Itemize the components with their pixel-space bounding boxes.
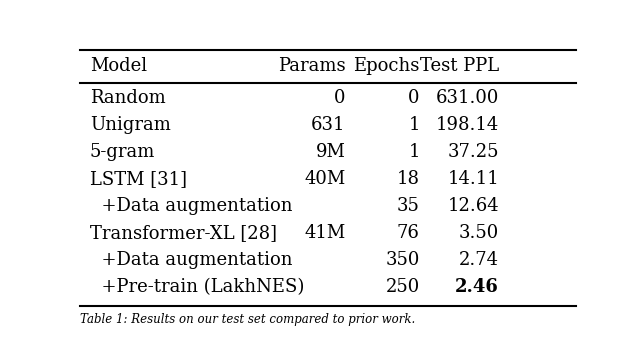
Text: Random: Random	[90, 89, 166, 107]
Text: 0: 0	[334, 89, 346, 107]
Text: 76: 76	[397, 224, 420, 242]
Text: 631: 631	[311, 116, 346, 134]
Text: Transformer-XL [28]: Transformer-XL [28]	[90, 224, 277, 242]
Text: +Pre-train (LakhNES): +Pre-train (LakhNES)	[90, 278, 304, 296]
Text: 41M: 41M	[304, 224, 346, 242]
Text: 1: 1	[408, 116, 420, 134]
Text: 250: 250	[385, 278, 420, 296]
Text: 0: 0	[408, 89, 420, 107]
Text: +Data augmentation: +Data augmentation	[90, 251, 292, 269]
Text: 40M: 40M	[304, 170, 346, 188]
Text: Params: Params	[278, 57, 346, 76]
Text: +Data augmentation: +Data augmentation	[90, 197, 292, 215]
Text: 3.50: 3.50	[459, 224, 499, 242]
Text: LSTM [31]: LSTM [31]	[90, 170, 187, 188]
Text: 631.00: 631.00	[436, 89, 499, 107]
Text: 12.64: 12.64	[447, 197, 499, 215]
Text: Test PPL: Test PPL	[420, 57, 499, 76]
Text: Epochs: Epochs	[353, 57, 420, 76]
Text: 35: 35	[397, 197, 420, 215]
Text: Table 1: Results on our test set compared to prior work.: Table 1: Results on our test set compare…	[80, 313, 415, 325]
Text: 2.74: 2.74	[459, 251, 499, 269]
Text: 198.14: 198.14	[436, 116, 499, 134]
Text: 14.11: 14.11	[447, 170, 499, 188]
Text: 5-gram: 5-gram	[90, 143, 156, 161]
Text: 37.25: 37.25	[447, 143, 499, 161]
Text: 1: 1	[408, 143, 420, 161]
Text: 350: 350	[385, 251, 420, 269]
Text: 18: 18	[397, 170, 420, 188]
Text: Model: Model	[90, 57, 147, 76]
Text: 2.46: 2.46	[455, 278, 499, 296]
Text: 9M: 9M	[316, 143, 346, 161]
Text: Unigram: Unigram	[90, 116, 171, 134]
